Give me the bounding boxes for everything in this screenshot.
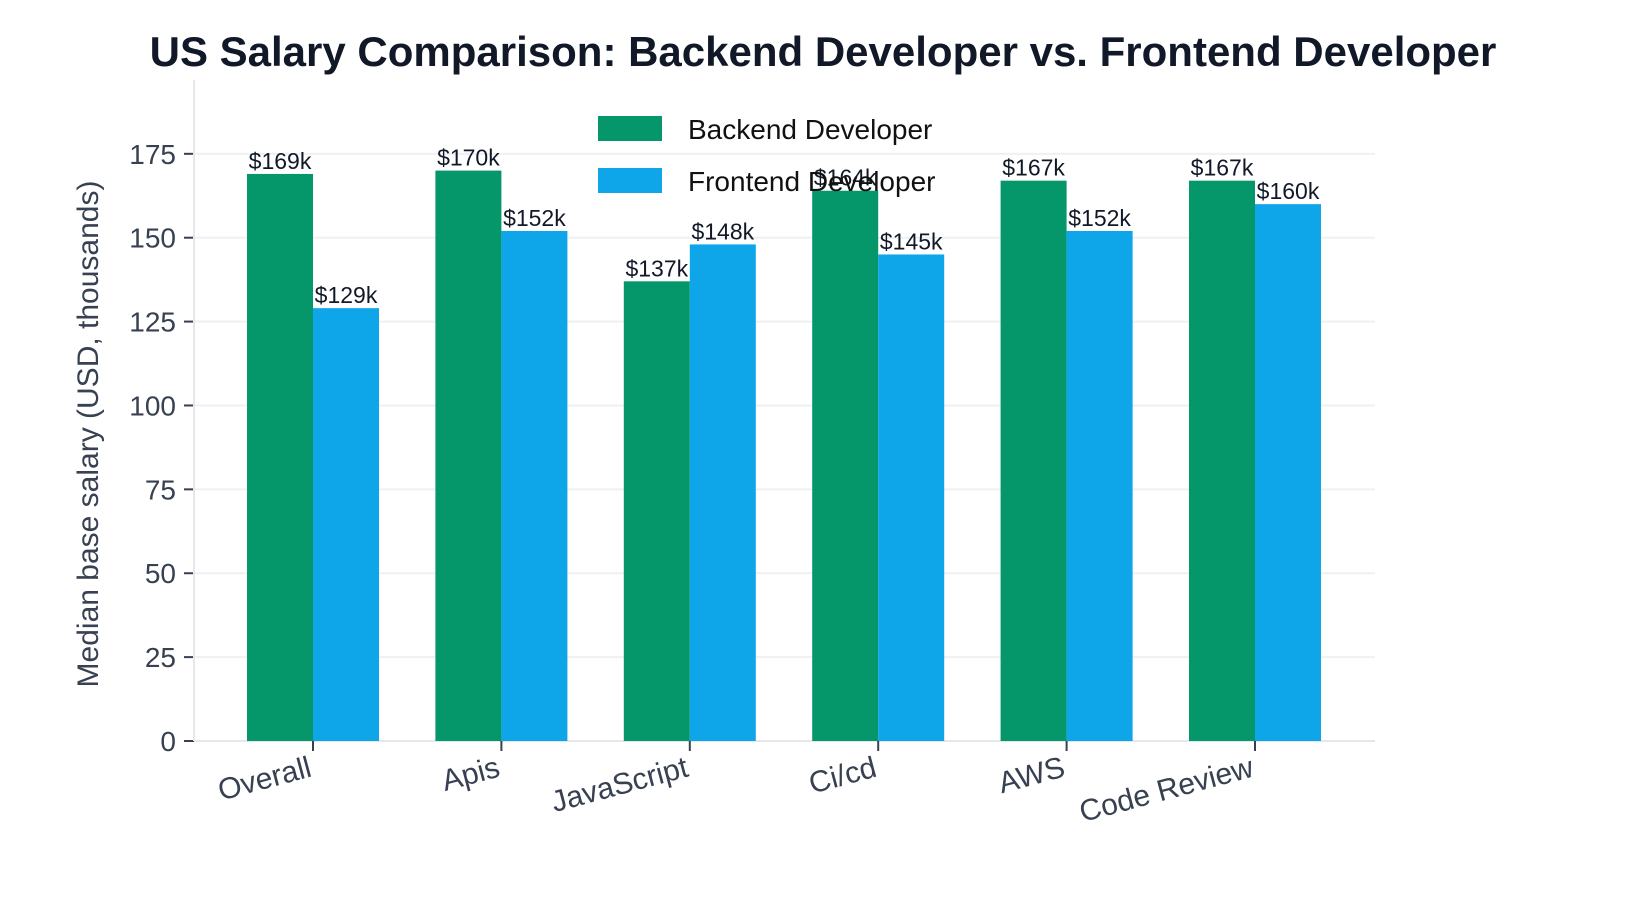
legend: Backend Developer Frontend Developer	[598, 114, 935, 197]
x-tick-label: AWS	[995, 751, 1068, 800]
legend-swatch-frontend	[598, 168, 662, 193]
data-label-frontend: $152k	[503, 205, 566, 231]
bar-backend	[812, 190, 879, 741]
bar-frontend	[313, 308, 379, 741]
y-tick-label: 0	[160, 726, 176, 757]
data-label-frontend: $152k	[1068, 205, 1131, 231]
y-tick-label: 175	[129, 139, 176, 170]
grid-layer	[194, 152, 1375, 742]
y-axis-label: Median base salary (USD, thousands)	[72, 181, 105, 688]
data-label-backend: $167k	[1191, 155, 1254, 181]
x-tick-label: JavaScript	[548, 751, 692, 819]
data-label-frontend: $160k	[1257, 178, 1320, 204]
bar-backend	[623, 281, 690, 741]
bar-backend	[1000, 180, 1067, 741]
y-tick-label: 150	[129, 223, 176, 254]
bar-backend	[1189, 180, 1255, 741]
data-label-frontend: $145k	[880, 228, 943, 254]
data-label-layer: $169k $170k $137k $164k $167k $167k $129k $152k…	[249, 145, 1320, 309]
legend-label-backend: Backend Developer	[688, 114, 932, 145]
chart-title: US Salary Comparison: Backend Developer …	[150, 28, 1497, 75]
y-tick-label: 100	[129, 390, 176, 421]
bar-layer	[247, 170, 1321, 742]
y-tick-label: 125	[129, 307, 176, 338]
data-label-backend: $164k	[814, 165, 877, 191]
bar-frontend	[878, 254, 945, 741]
legend-label-frontend: Frontend Developer	[688, 166, 935, 197]
axis-layer: 0 25 50 75 100 125 150 175 Overall Apis JavaScript…	[129, 80, 1375, 829]
bar-backend	[435, 170, 502, 742]
y-tick-label: 25	[145, 642, 176, 673]
bar-backend	[247, 173, 313, 742]
data-label-backend: $167k	[1002, 155, 1065, 181]
x-tick-label: Code Review	[1076, 751, 1257, 829]
data-label-backend: $137k	[625, 255, 688, 281]
data-label-backend: $169k	[249, 148, 312, 174]
x-tick-label: Ci/cd	[805, 751, 880, 801]
data-label-backend: $170k	[437, 145, 500, 171]
x-tick-label: Apis	[438, 751, 503, 798]
bar-frontend	[1066, 230, 1133, 741]
data-label-frontend: $148k	[691, 218, 754, 244]
x-tick-label: Overall	[214, 751, 314, 807]
bar-frontend	[1255, 204, 1321, 741]
bar-frontend	[689, 244, 756, 741]
y-tick-label: 75	[145, 474, 176, 505]
data-label-frontend: $129k	[315, 282, 378, 308]
bar-frontend	[501, 230, 568, 741]
y-tick-label: 50	[145, 558, 176, 589]
legend-swatch-backend	[598, 116, 662, 141]
